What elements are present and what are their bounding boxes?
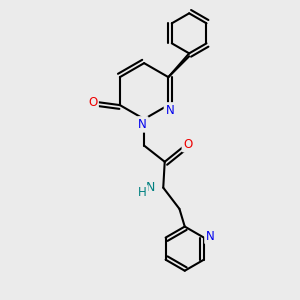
Text: N: N [146, 181, 156, 194]
Text: O: O [183, 138, 193, 151]
Text: N: N [206, 230, 215, 243]
Text: O: O [88, 96, 97, 109]
Text: H: H [138, 187, 146, 200]
Text: N: N [165, 104, 174, 117]
Text: N: N [138, 118, 147, 131]
